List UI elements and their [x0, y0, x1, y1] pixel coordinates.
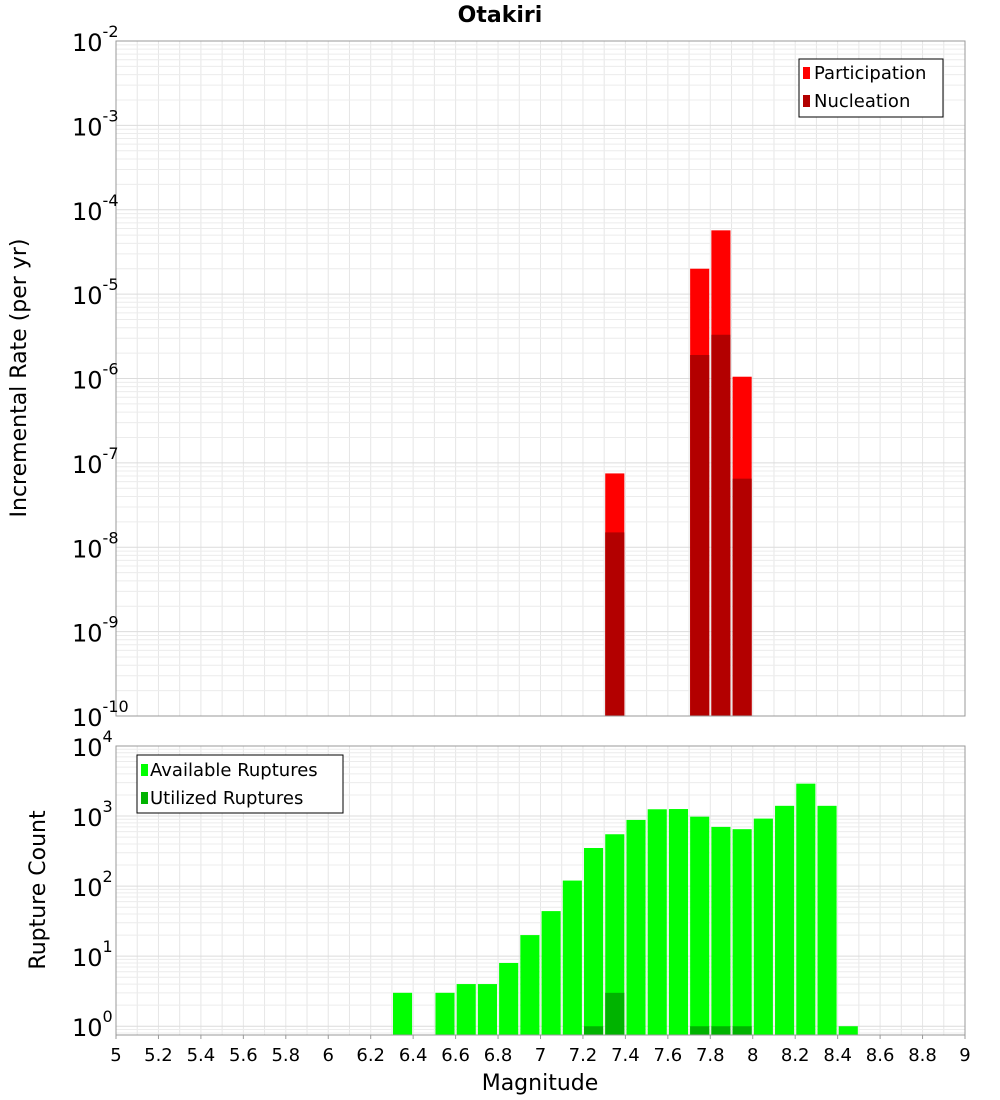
x-axis-title: Magnitude [482, 1071, 599, 1096]
y-tick-label: 101 [72, 937, 113, 972]
x-tick-label: 7.2 [569, 1045, 598, 1066]
x-tick-label: 6.2 [356, 1045, 385, 1066]
bar-available-ruptures [690, 816, 710, 1035]
legend-label-participation: Participation [814, 63, 926, 84]
x-tick-label: 5.8 [271, 1045, 300, 1066]
bar-available-ruptures [626, 819, 646, 1035]
count-y-axis-title: Rupture Count [26, 810, 51, 970]
legend-swatch-nucleation [803, 95, 810, 107]
x-tick-label: 6.4 [399, 1045, 428, 1066]
y-tick-label: 10-2 [72, 22, 119, 57]
x-tick-label: 7.4 [611, 1045, 640, 1066]
legend-label-utilized-ruptures: Utilized Ruptures [150, 788, 303, 809]
legend-swatch-participation [803, 67, 810, 79]
bar-utilized-ruptures [605, 992, 625, 1035]
rate-grid [115, 40, 966, 717]
chart-title: Otakiri [458, 3, 543, 28]
count-y-ticks: 100 101 102 103 104 [72, 727, 113, 1042]
bar-utilized-ruptures [690, 1026, 710, 1035]
count-x-ticks: 5 5.2 5.4 5.6 5.8 6 6.2 6.4 6.6 6.8 7 7.2 7.4 7.6 7.8 8… [110, 1035, 971, 1066]
bar-available-ruptures [456, 984, 476, 1035]
rate-legend-box [798, 58, 944, 118]
rate-y-axis-title: Incremental Rate (per yr) [7, 239, 32, 518]
rate-plot-border [115, 40, 966, 717]
bar-available-ruptures [838, 1026, 858, 1035]
bar-available-ruptures [775, 805, 795, 1035]
bar-available-ruptures [796, 783, 816, 1035]
x-tick-label: 6.6 [441, 1045, 470, 1066]
y-tick-label: 102 [72, 867, 113, 902]
y-tick-label: 10-8 [72, 528, 119, 563]
bar-available-ruptures [392, 992, 413, 1035]
x-tick-label: 5.6 [229, 1045, 258, 1066]
count-panel: 100 101 102 103 104 5 5.2 5.4 5.6 5.8 6 6.2 6.4 6.6 6… [26, 727, 971, 1096]
y-tick-label: 10-7 [72, 444, 119, 479]
bar-nucleation [711, 334, 731, 716]
x-tick-label: 8.2 [781, 1045, 810, 1066]
x-tick-label: 8.6 [866, 1045, 895, 1066]
y-tick-label: 10-9 [72, 613, 119, 648]
bar-available-ruptures [584, 848, 604, 1035]
x-tick-label: 8.8 [908, 1045, 937, 1066]
rate-y-ticks: 10-10 10-9 10-8 10-7 10-6 10-5 10-4 10-3 10-2 [72, 22, 129, 732]
y-tick-label: 10-5 [72, 275, 119, 310]
bar-available-ruptures [605, 834, 625, 1035]
bar-available-ruptures [647, 809, 667, 1035]
y-tick-label: 104 [72, 727, 113, 762]
y-tick-label: 10-6 [72, 360, 119, 395]
x-tick-label: 5.4 [187, 1045, 216, 1066]
bar-available-ruptures [499, 962, 519, 1035]
y-tick-label: 10-10 [72, 697, 129, 732]
bar-available-ruptures [520, 935, 540, 1035]
bar-available-ruptures [477, 984, 497, 1035]
x-tick-label: 7.8 [696, 1045, 725, 1066]
bar-available-ruptures [562, 880, 582, 1035]
rate-panel: 10-10 10-9 10-8 10-7 10-6 10-5 10-4 10-3 10-2 In… [7, 22, 966, 732]
bar-available-ruptures [817, 805, 837, 1035]
bar-utilized-ruptures [584, 1026, 604, 1035]
rate-legend: Participation Nucleation [798, 58, 944, 118]
bar-nucleation [690, 354, 710, 716]
x-tick-label: 8.4 [823, 1045, 852, 1066]
x-tick-label: 5 [110, 1045, 121, 1066]
x-tick-label: 7.6 [654, 1045, 683, 1066]
y-tick-label: 10-3 [72, 106, 119, 141]
legend-label-nucleation: Nucleation [814, 91, 910, 112]
legend-swatch-available-ruptures [141, 764, 148, 776]
bar-nucleation [732, 478, 752, 716]
count-bars [392, 783, 858, 1035]
rate-bars [605, 230, 752, 716]
bar-utilized-ruptures [711, 1026, 731, 1035]
bar-available-ruptures [541, 911, 561, 1035]
x-tick-label: 5.2 [144, 1045, 173, 1066]
legend-swatch-utilized-ruptures [141, 792, 148, 804]
x-tick-label: 9 [959, 1045, 970, 1066]
x-tick-label: 8 [747, 1045, 758, 1066]
count-legend: Available Ruptures Utilized Ruptures [136, 754, 344, 814]
bar-available-ruptures [753, 818, 773, 1035]
y-tick-label: 103 [72, 797, 113, 832]
count-legend-box [136, 754, 344, 814]
bar-available-ruptures [435, 992, 455, 1035]
bar-available-ruptures [668, 809, 689, 1035]
bar-available-ruptures [711, 826, 731, 1035]
bar-nucleation [605, 532, 625, 716]
x-tick-label: 7 [535, 1045, 546, 1066]
bar-utilized-ruptures [732, 1026, 752, 1035]
y-tick-label: 100 [72, 1007, 113, 1042]
bar-available-ruptures [732, 829, 752, 1035]
x-tick-label: 6.8 [484, 1045, 513, 1066]
x-tick-label: 6 [323, 1045, 334, 1066]
legend-label-available-ruptures: Available Ruptures [150, 760, 318, 781]
y-tick-label: 10-4 [72, 191, 119, 226]
